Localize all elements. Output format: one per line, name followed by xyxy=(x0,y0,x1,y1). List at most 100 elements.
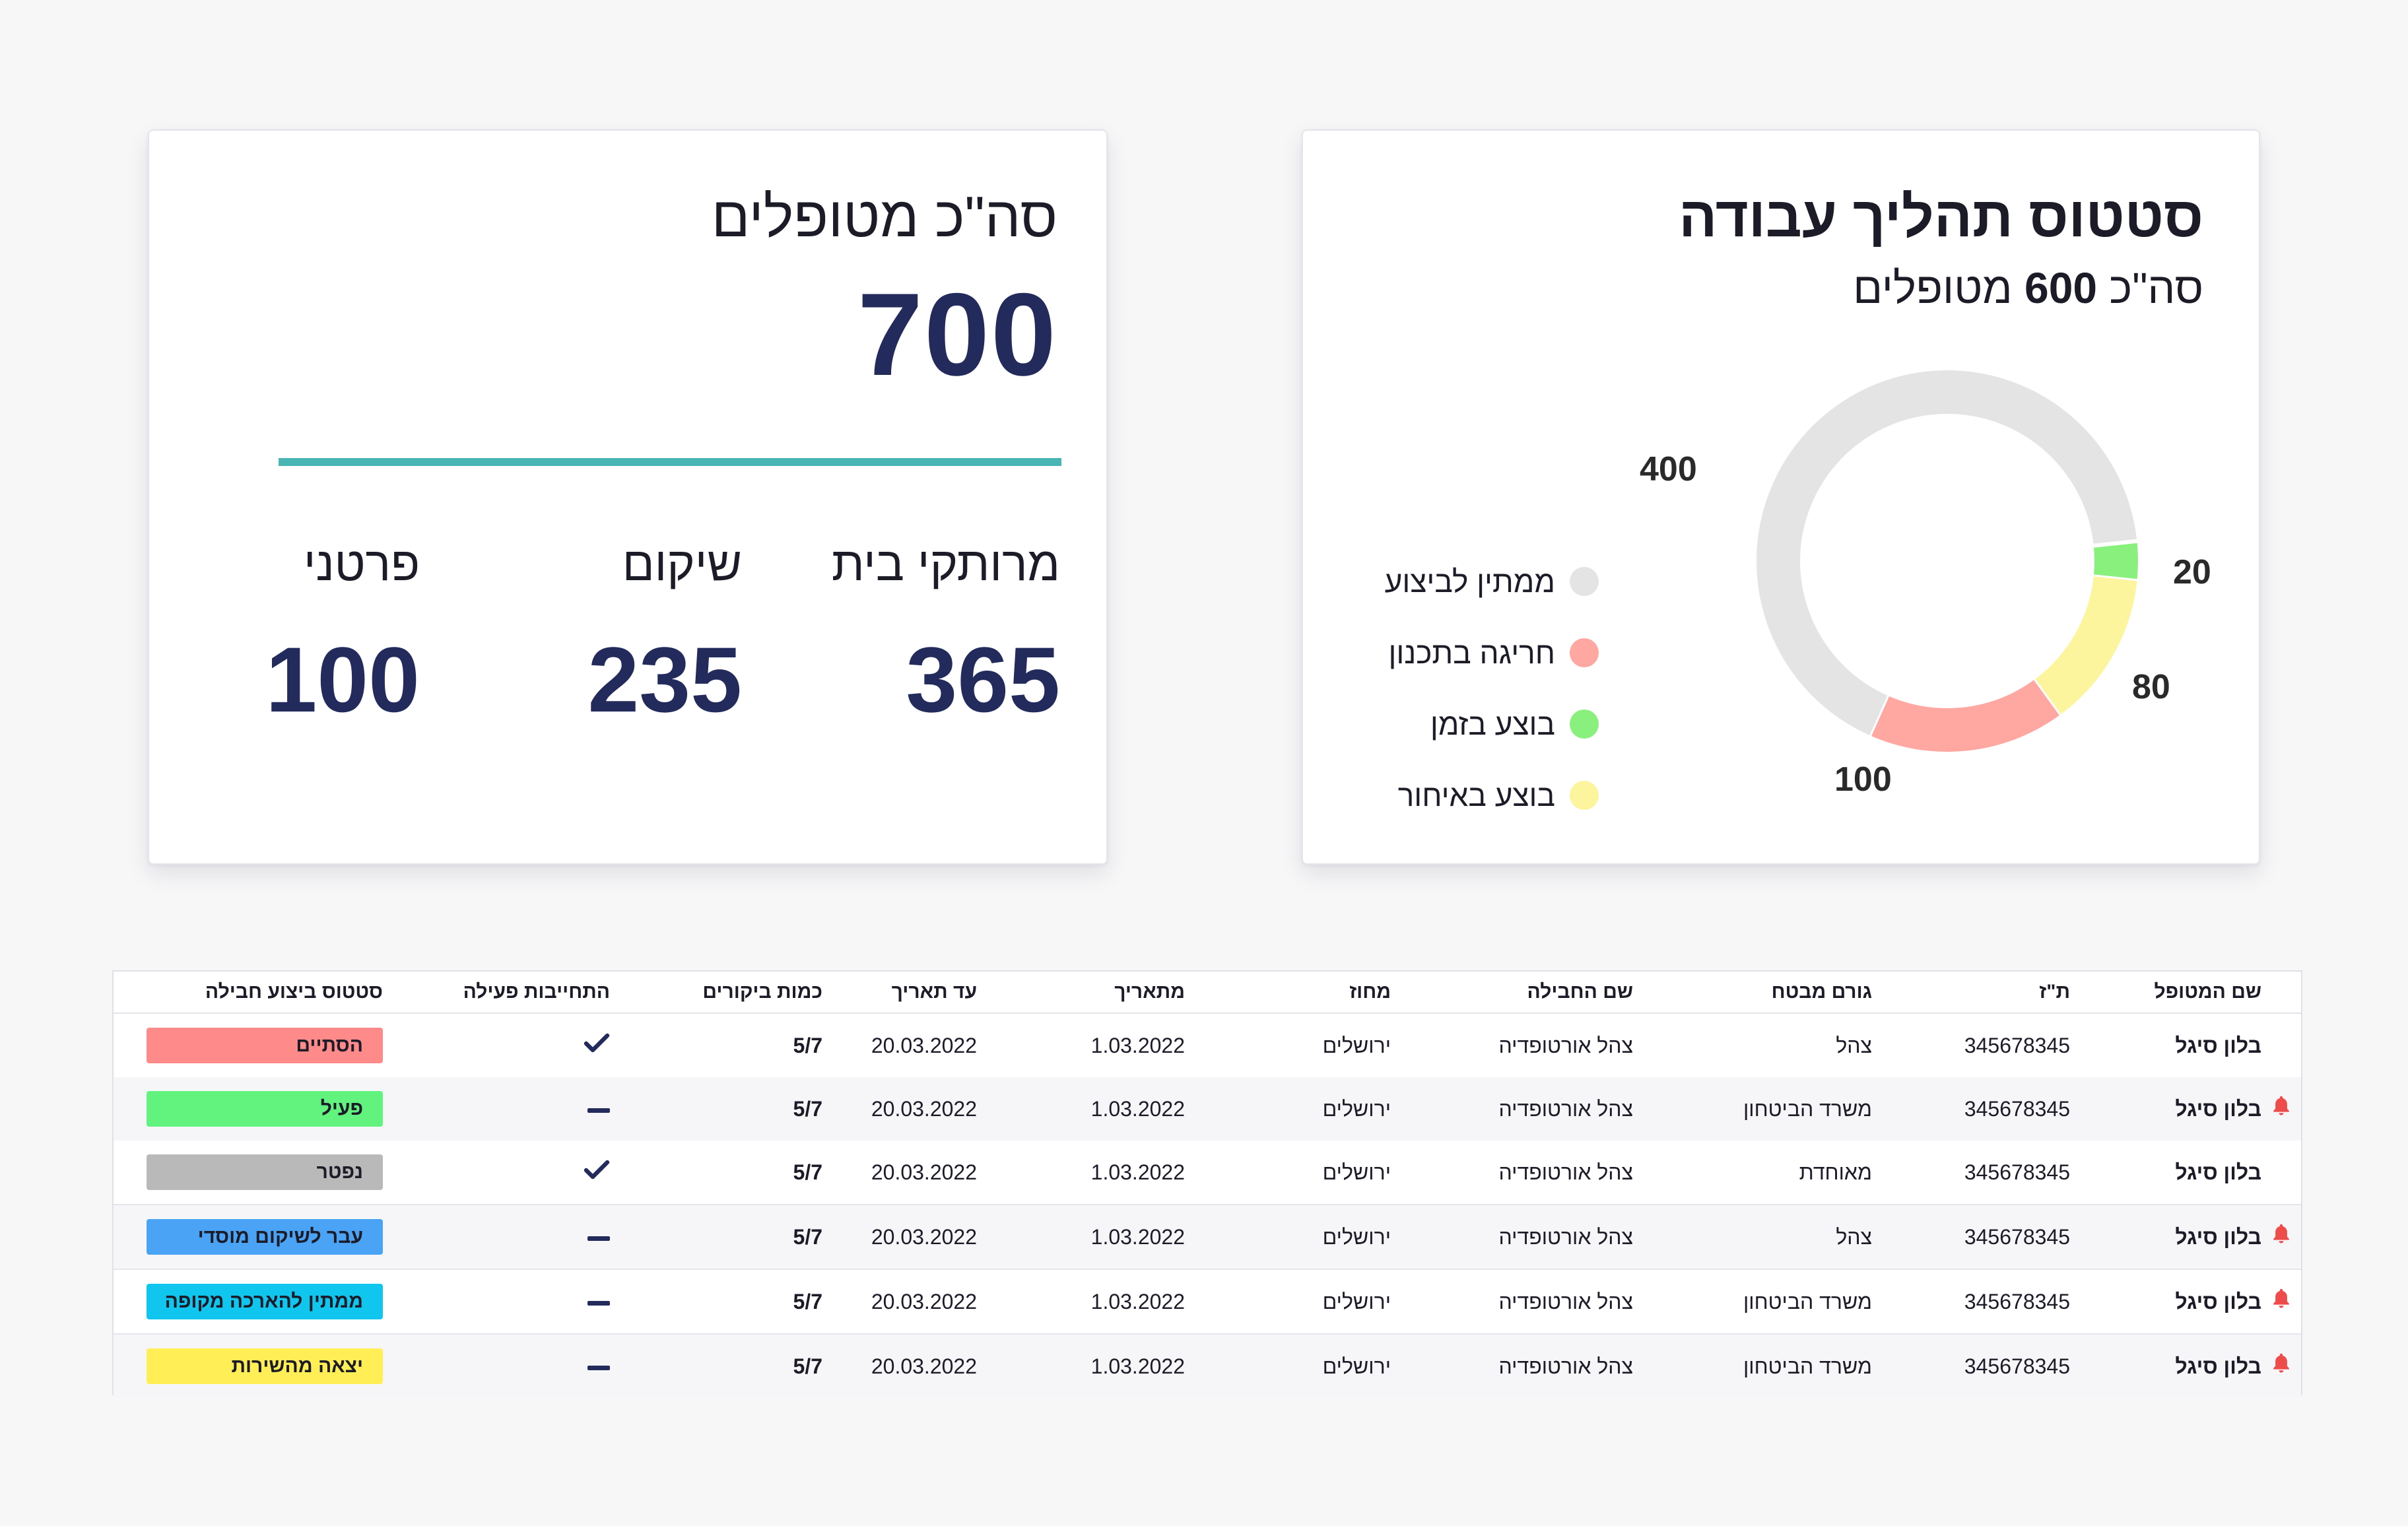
header-name[interactable]: שם המטופל xyxy=(2070,972,2261,1014)
header-from[interactable]: מתאריך xyxy=(977,972,1185,1014)
donut-arc-pending[interactable] xyxy=(1756,370,2137,735)
id-cell: 345678345 xyxy=(1872,1269,2070,1334)
status-badge[interactable]: עבר לשיקום מוסדי xyxy=(147,1219,383,1255)
until-date-cell: 20.03.2022 xyxy=(822,1077,977,1141)
status-cell: ממתין להארכה מקופה xyxy=(114,1269,383,1334)
work-status-card: סטטוס תהליך עבודה סה"כ 600 מטופלים 400 10… xyxy=(1302,129,2260,865)
header-package[interactable]: שם החבילה xyxy=(1391,972,1633,1014)
from-date-cell: 1.03.2022 xyxy=(977,1204,1185,1269)
patient-name-cell: בלון סיגל xyxy=(2070,1333,2261,1398)
legend-dot-on-time xyxy=(1570,710,1599,739)
patient-name-cell: בלון סיגל xyxy=(2175,1160,2261,1184)
alert-cell xyxy=(2261,1204,2301,1269)
status-badge[interactable]: הסתיים xyxy=(147,1028,383,1063)
package-cell: צהל אורטופדיה xyxy=(1391,1333,1633,1398)
table-row[interactable]: בלון סיגל 345678345 משרד הביטחון צהל אורטופ… xyxy=(114,1077,2301,1141)
work-status-subtitle: סה"כ 600 מטופלים xyxy=(1853,263,2203,313)
visits-cell: 5/7 xyxy=(793,1033,822,1057)
header-visits[interactable]: כמות ביקורים xyxy=(610,972,822,1014)
alert-cell xyxy=(2261,1013,2301,1077)
id-cell: 345678345 xyxy=(1872,1077,2070,1141)
until-date-cell: 20.03.2022 xyxy=(871,1160,977,1184)
legend-item-pending: ממתין לביצוע xyxy=(1385,564,1599,599)
header-alert xyxy=(2261,972,2301,1014)
visits-cell: 5/7 xyxy=(793,1160,822,1184)
legend-dot-deviation xyxy=(1570,638,1599,667)
visits-cell: 5/7 xyxy=(610,1077,822,1141)
package-cell: צהל אורטופדיה xyxy=(1498,1160,1633,1184)
funder-cell: משרד הביטחון xyxy=(1633,1269,1872,1334)
funder-cell: צהל xyxy=(1633,1204,1872,1269)
header-id[interactable]: ת"ז xyxy=(1872,972,2070,1014)
id-cell: 345678345 xyxy=(1872,1333,2070,1398)
until-date-cell: 20.03.2022 xyxy=(822,1204,977,1269)
from-date-cell: 1.03.2022 xyxy=(977,1269,1185,1334)
legend-label-deviation: חריגה בתכנון xyxy=(1388,636,1555,670)
status-badge[interactable]: ממתין להארכה מקופה xyxy=(147,1284,383,1319)
subtitle-suffix: מטופלים xyxy=(1853,263,2013,312)
dash-icon xyxy=(587,1236,610,1241)
from-date-cell: 1.03.2022 xyxy=(977,1077,1185,1141)
status-badge[interactable]: יצאה מהשירות xyxy=(147,1348,383,1384)
dash-icon xyxy=(587,1300,610,1306)
commitment-cell xyxy=(383,1333,610,1398)
status-cell: יצאה מהשירות xyxy=(114,1333,383,1398)
table-row[interactable]: בלון סיגל 345678345 מאוחדת צהל אורטופדיה ירו… xyxy=(114,1141,2301,1205)
dash-icon xyxy=(587,1365,610,1370)
donut-label-pending: 400 xyxy=(1640,450,1697,488)
package-cell: צהל אורטופדיה xyxy=(1391,1269,1633,1334)
commitment-cell xyxy=(383,1077,610,1141)
bell-icon[interactable] xyxy=(2270,1287,2292,1316)
package-cell: צהל אורטופדיה xyxy=(1391,1077,1633,1141)
patients-table: שם המטופל ת"ז גורם מבטח שם החבילה מחוז מ… xyxy=(112,970,2302,1398)
header-until[interactable]: עד תאריך xyxy=(822,972,977,1014)
donut-arc-late[interactable] xyxy=(2033,576,2137,715)
table-row[interactable]: בלון סיגל 345678345 צהל צהל אורטופדיה ירושלי… xyxy=(114,1204,2301,1269)
bell-icon[interactable] xyxy=(2270,1094,2292,1123)
legend-item-late: בוצע באיחור xyxy=(1398,778,1599,813)
visits-cell: 5/7 xyxy=(610,1269,822,1334)
id-cell: 345678345 xyxy=(1964,1033,2070,1057)
status-badge[interactable]: פעיל xyxy=(147,1091,383,1127)
legend-label-pending: ממתין לביצוע xyxy=(1384,564,1555,599)
header-district[interactable]: מחוז xyxy=(1185,972,1391,1014)
table-header-row: שם המטופל ת"ז גורם מבטח שם החבילה מחוז מ… xyxy=(114,972,2301,1014)
visits-cell: 5/7 xyxy=(610,1333,822,1398)
package-cell: צהל אורטופדיה xyxy=(1498,1033,1633,1057)
status-badge[interactable]: נפטר xyxy=(147,1154,383,1190)
visits-cell: 5/7 xyxy=(610,1204,822,1269)
commitment-cell xyxy=(383,1141,610,1205)
table-row[interactable]: בלון סיגל 345678345 משרד הביטחון צהל אורטופ… xyxy=(114,1269,2301,1334)
alert-cell xyxy=(2261,1141,2301,1205)
total-patients-card: סה"כ מטופלים 700 מרותקי בית שיקום פרטני … xyxy=(148,129,1108,865)
header-status[interactable]: סטטוס ביצוע חבילה xyxy=(114,972,383,1014)
funder-cell: משרד הביטחון xyxy=(1633,1333,1872,1398)
funder-cell: מאוחדת xyxy=(1799,1160,1872,1184)
header-funder[interactable]: גורם מבטח xyxy=(1633,972,1872,1014)
alert-cell xyxy=(2261,1077,2301,1141)
table-row[interactable]: בלון סיגל 345678345 צהל צהל אורטופדיה ירושלי… xyxy=(114,1013,2301,1077)
header-commitment[interactable]: התחייבות פעילה xyxy=(383,972,610,1014)
legend-label-late: בוצע באיחור xyxy=(1397,778,1555,813)
legend-item-deviation: חריגה בתכנון xyxy=(1388,635,1599,671)
subtitle-number: 600 xyxy=(2024,263,2098,312)
district-cell: ירושלים xyxy=(1185,1269,1391,1334)
from-date-cell: 1.03.2022 xyxy=(977,1333,1185,1398)
until-date-cell: 20.03.2022 xyxy=(822,1269,977,1334)
patient-name-cell: בלון סיגל xyxy=(2070,1077,2261,1141)
total-patients-title: סה"כ מטופלים xyxy=(711,185,1057,249)
check-icon xyxy=(584,1160,610,1185)
stat-value-rehab: 235 xyxy=(587,628,742,731)
legend-label-on-time: בוצע בזמן xyxy=(1430,707,1555,741)
dash-icon xyxy=(587,1108,610,1113)
status-cell: עבר לשיקום מוסדי xyxy=(114,1204,383,1269)
table-row[interactable]: בלון סיגל 345678345 משרד הביטחון צהל אורטופ… xyxy=(114,1333,2301,1398)
donut-label-late: 80 xyxy=(2132,668,2170,706)
status-cell: פעיל xyxy=(114,1077,383,1141)
donut-label-deviation: 100 xyxy=(1834,760,1892,799)
bell-icon[interactable] xyxy=(2270,1352,2292,1381)
work-status-donut-chart: 400 100 20 80 xyxy=(1640,370,2211,799)
from-date-cell: 1.03.2022 xyxy=(1090,1160,1185,1184)
donut-arc-deviation[interactable] xyxy=(1869,680,2059,752)
bell-icon[interactable] xyxy=(2270,1222,2292,1251)
